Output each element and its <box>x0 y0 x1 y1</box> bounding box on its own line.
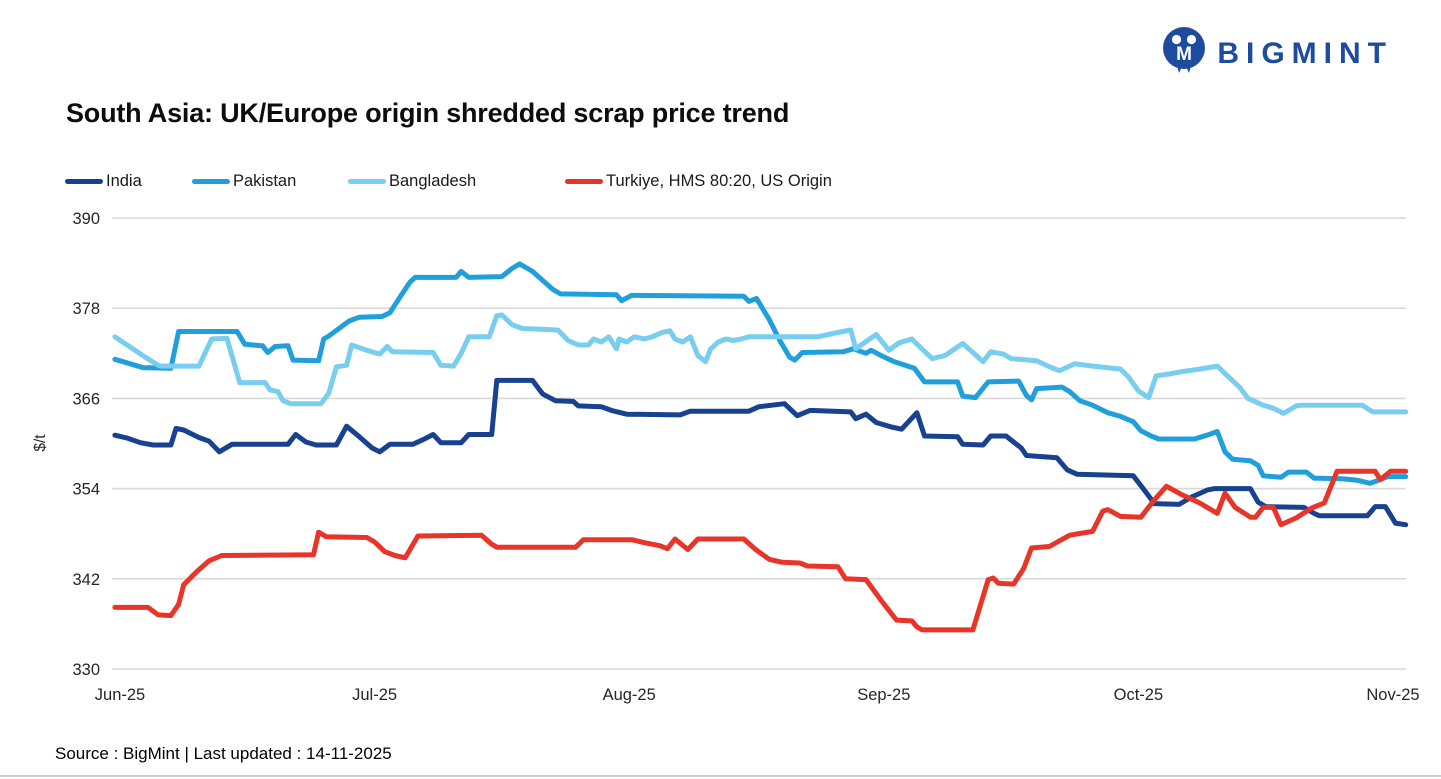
svg-text:Sep-25: Sep-25 <box>857 686 910 704</box>
legend-label-bangladesh: Bangladesh <box>389 171 477 190</box>
legend-item-pakistan: Pakistan <box>192 170 296 192</box>
svg-text:$/t: $/t <box>32 434 49 452</box>
svg-text:390: 390 <box>72 210 100 228</box>
legend-label-pakistan: Pakistan <box>233 171 297 190</box>
india-line-swatch-icon <box>65 178 103 184</box>
svg-text:Nov-25: Nov-25 <box>1366 686 1419 704</box>
bigmint-logo-text: BIGMINT <box>1217 36 1393 70</box>
pakistan-line-swatch-icon <box>192 178 230 184</box>
turkiye-line-swatch-icon <box>565 178 603 184</box>
bangladesh-line-swatch-icon <box>348 178 386 184</box>
svg-text:Aug-25: Aug-25 <box>603 686 656 704</box>
bigmint-logo-icon: M <box>1161 26 1207 81</box>
svg-text:Oct-25: Oct-25 <box>1114 686 1164 704</box>
legend-item-india: India <box>65 170 142 192</box>
legend-label-turkiye: Turkiye, HMS 80:20, US Origin <box>606 171 832 190</box>
chart-legend: India Pakistan Bangladesh Turkiye, HMS 8… <box>0 170 1441 192</box>
svg-text:M: M <box>1176 44 1192 65</box>
svg-text:Jul-25: Jul-25 <box>352 686 397 704</box>
page-title: South Asia: UK/Europe origin shredded sc… <box>66 98 790 128</box>
bottom-divider <box>0 775 1441 777</box>
legend-item-turkiye: Turkiye, HMS 80:20, US Origin <box>565 170 832 192</box>
svg-text:366: 366 <box>72 390 100 408</box>
legend-item-bangladesh: Bangladesh <box>348 170 476 192</box>
svg-text:354: 354 <box>72 481 100 499</box>
svg-text:342: 342 <box>72 571 100 589</box>
svg-text:330: 330 <box>72 661 100 679</box>
svg-text:378: 378 <box>72 300 100 318</box>
svg-text:Jun-25: Jun-25 <box>95 686 145 704</box>
bigmint-logo: M BIGMINT <box>1161 26 1393 81</box>
legend-label-india: India <box>106 171 142 190</box>
source-note: Source : BigMint | Last updated : 14-11-… <box>55 744 392 763</box>
